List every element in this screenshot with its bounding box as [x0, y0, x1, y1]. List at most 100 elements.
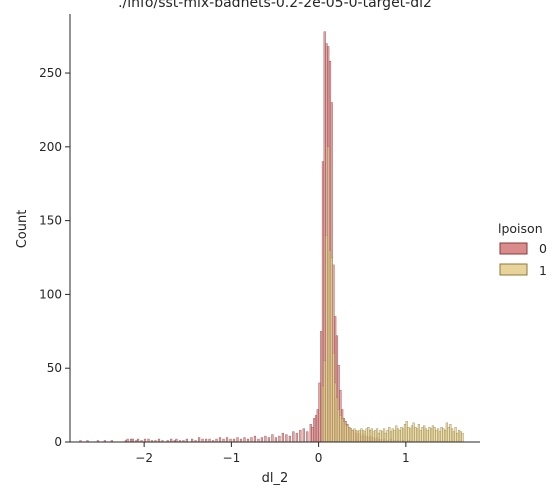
bar-series1-71 [445, 422, 448, 443]
x-tick-label-0: −2 [135, 451, 153, 465]
bar-series1-14 [346, 425, 349, 443]
bar-series1-32 [377, 432, 380, 443]
bar-series1-43 [396, 428, 400, 443]
bar-series1-76 [454, 426, 457, 443]
bar-series1-60 [426, 429, 429, 443]
bar-series1-19 [355, 429, 358, 443]
bar-series1-39 [389, 431, 393, 443]
bar-series1-67 [438, 431, 441, 443]
bar-series1-50 [409, 428, 412, 443]
bar-series1-27 [368, 429, 372, 443]
y-tick-label-3: 150 [39, 214, 62, 228]
bar-series1-3 [327, 146, 330, 443]
bar-series1-37 [386, 429, 389, 443]
bar-series1-1 [323, 360, 326, 443]
series-0 [79, 31, 410, 443]
bar-series0-27 [197, 437, 201, 443]
bar-series0-46 [264, 435, 267, 443]
bar-series0-65 [320, 331, 323, 443]
bar-series1-36 [384, 432, 387, 443]
y-tick-label-2: 100 [39, 287, 62, 301]
legend: lpoison 0 1 [498, 221, 547, 278]
bar-series0-38 [236, 437, 239, 443]
bar-series0-55 [295, 432, 298, 443]
bar-series1-62 [430, 428, 433, 443]
bar-series1-26 [367, 426, 370, 443]
bar-series1-56 [419, 429, 422, 443]
bar-series1-35 [382, 428, 386, 443]
bar-series0-48 [271, 434, 274, 443]
bar-series1-7 [334, 382, 337, 443]
bar-series0-56 [299, 429, 302, 443]
bar-series1-31 [375, 428, 379, 443]
legend-swatch-1 [499, 263, 528, 276]
bar-series1-46 [402, 428, 405, 443]
bar-series1-12 [342, 421, 346, 443]
bar-series0-47 [267, 437, 271, 443]
bar-series1-5 [330, 257, 333, 443]
bar-series1-41 [393, 429, 396, 443]
bar-series1-2 [325, 235, 328, 443]
bar-series1-10 [339, 415, 342, 443]
bar-series1-17 [351, 429, 354, 443]
bar-series1-15 [348, 426, 351, 443]
bar-series1-73 [449, 424, 452, 443]
bar-series1-80 [461, 432, 464, 443]
series-1 [321, 146, 464, 443]
x-axis-title: dl_2 [262, 471, 289, 486]
bar-series1-4 [328, 249, 332, 443]
bar-series1-9 [337, 409, 340, 443]
bar-series1-74 [450, 428, 454, 443]
bar-series1-11 [341, 418, 344, 443]
bar-series1-61 [428, 426, 431, 443]
bar-series0-58 [306, 431, 309, 443]
bar-series1-13 [344, 424, 347, 443]
bar-series1-69 [442, 428, 445, 443]
legend-title: lpoison [498, 221, 543, 236]
y-tick-label-5: 250 [39, 66, 62, 80]
bar-series0-62 [314, 415, 318, 443]
bar-series1-52 [412, 422, 415, 443]
bar-series1-42 [395, 425, 398, 443]
bar-series1-78 [457, 429, 461, 443]
bar-series1-48 [405, 421, 408, 443]
histogram-bars [79, 31, 464, 443]
bar-series1-51 [410, 425, 414, 443]
bar-series0-33 [218, 437, 222, 443]
bar-series1-18 [353, 428, 356, 443]
bar-series0-50 [278, 435, 281, 443]
bar-series0-40 [243, 437, 246, 443]
bar-series1-20 [356, 431, 359, 443]
chart-title: ./info/sst-mix-badnets-0.2-2e-05-0-targe… [118, 0, 432, 11]
bar-series1-0 [321, 385, 325, 443]
bar-series1-38 [388, 426, 391, 443]
bar-series0-59 [309, 424, 312, 443]
bar-series1-59 [424, 428, 428, 443]
bar-series0-35 [225, 437, 229, 443]
bar-series1-72 [447, 426, 450, 443]
bar-series1-58 [423, 425, 426, 443]
bar-series1-25 [365, 428, 368, 443]
bar-series1-64 [433, 426, 436, 443]
legend-swatch-0 [499, 242, 528, 255]
x-tick-label-2: 0 [315, 451, 323, 465]
bar-series1-45 [400, 426, 403, 443]
bar-series1-68 [440, 426, 443, 443]
bar-series1-57 [421, 426, 424, 443]
bar-series1-6 [332, 353, 335, 443]
bar-series1-65 [435, 429, 438, 443]
bar-series1-23 [361, 429, 365, 443]
y-tick-label-0: 0 [54, 435, 62, 449]
bar-series1-70 [443, 429, 447, 443]
bar-series0-54 [292, 431, 295, 443]
bar-series0-51 [281, 432, 284, 443]
bar-series0-42 [250, 437, 253, 443]
bar-series1-29 [372, 431, 375, 443]
bar-series1-21 [358, 429, 361, 443]
bar-series1-33 [379, 429, 382, 443]
bar-series1-49 [407, 426, 410, 443]
bar-series0-60 [311, 426, 314, 443]
bar-series0-57 [302, 428, 305, 443]
bar-series1-28 [370, 428, 373, 443]
